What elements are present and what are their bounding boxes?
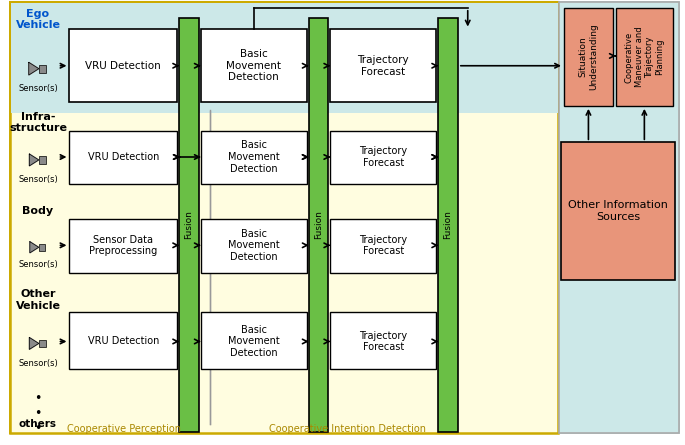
FancyBboxPatch shape [39, 156, 46, 164]
Text: Basic
Movement
Detection: Basic Movement Detection [228, 229, 279, 262]
Polygon shape [30, 242, 38, 253]
FancyBboxPatch shape [564, 8, 613, 106]
Polygon shape [29, 62, 39, 75]
Text: Cooperative Perception: Cooperative Perception [67, 424, 182, 434]
Text: Ego
Vehicle: Ego Vehicle [16, 9, 60, 30]
FancyBboxPatch shape [39, 65, 47, 73]
FancyBboxPatch shape [179, 18, 199, 432]
FancyBboxPatch shape [330, 130, 436, 185]
Text: VRU Detection: VRU Detection [88, 336, 159, 347]
Text: Fusion: Fusion [444, 210, 453, 239]
Text: Trajectory
Forecast: Trajectory Forecast [360, 235, 408, 256]
Polygon shape [29, 154, 39, 166]
Text: VRU Detection: VRU Detection [86, 61, 161, 71]
Text: Other Information
Sources: Other Information Sources [568, 200, 668, 222]
Text: Cooperative
Maneuver and
Trajectory
Planning: Cooperative Maneuver and Trajectory Plan… [624, 27, 664, 87]
FancyBboxPatch shape [559, 2, 679, 433]
FancyBboxPatch shape [201, 130, 307, 185]
FancyBboxPatch shape [330, 29, 436, 102]
Text: Sensor Data
Preprocessing: Sensor Data Preprocessing [89, 235, 158, 256]
FancyBboxPatch shape [438, 18, 458, 432]
FancyBboxPatch shape [10, 2, 558, 433]
FancyBboxPatch shape [12, 3, 557, 113]
Text: Situation
Understanding: Situation Understanding [579, 24, 598, 90]
FancyBboxPatch shape [69, 130, 177, 185]
Text: Body: Body [23, 206, 53, 216]
Text: Trajectory
Forecast: Trajectory Forecast [360, 331, 408, 352]
Text: Cooperative Intention Detection: Cooperative Intention Detection [269, 424, 425, 434]
Polygon shape [29, 337, 39, 349]
FancyBboxPatch shape [39, 340, 46, 348]
Text: VRU Detection: VRU Detection [88, 152, 159, 162]
FancyBboxPatch shape [330, 312, 436, 369]
FancyBboxPatch shape [559, 2, 679, 433]
FancyBboxPatch shape [201, 312, 307, 369]
Text: Sensor(s): Sensor(s) [18, 84, 58, 93]
Text: •
•
•: • • • [34, 392, 42, 436]
Text: Basic
Movement
Detection: Basic Movement Detection [226, 49, 282, 82]
Text: Basic
Movement
Detection: Basic Movement Detection [228, 325, 279, 358]
FancyBboxPatch shape [330, 219, 436, 273]
Text: Infra-
structure: Infra- structure [9, 112, 67, 134]
Text: Trajectory
Forecast: Trajectory Forecast [360, 146, 408, 168]
FancyBboxPatch shape [69, 219, 177, 273]
Text: Sensor(s): Sensor(s) [18, 175, 58, 184]
Text: Sensor(s): Sensor(s) [18, 359, 58, 368]
Text: Fusion: Fusion [314, 210, 323, 239]
FancyBboxPatch shape [10, 2, 558, 433]
Text: Sensor(s): Sensor(s) [18, 260, 58, 269]
FancyBboxPatch shape [69, 312, 177, 369]
FancyBboxPatch shape [616, 8, 673, 106]
FancyBboxPatch shape [12, 3, 558, 113]
FancyBboxPatch shape [201, 29, 307, 102]
Text: Basic
Movement
Detection: Basic Movement Detection [228, 141, 279, 174]
Text: Other
Vehicle: Other Vehicle [16, 289, 60, 311]
FancyBboxPatch shape [561, 142, 675, 279]
FancyBboxPatch shape [309, 18, 328, 432]
FancyBboxPatch shape [38, 243, 45, 251]
Text: Fusion: Fusion [184, 210, 194, 239]
Text: others: others [19, 419, 57, 429]
Text: Trajectory
Forecast: Trajectory Forecast [358, 55, 409, 77]
FancyBboxPatch shape [69, 29, 177, 102]
FancyBboxPatch shape [201, 219, 307, 273]
